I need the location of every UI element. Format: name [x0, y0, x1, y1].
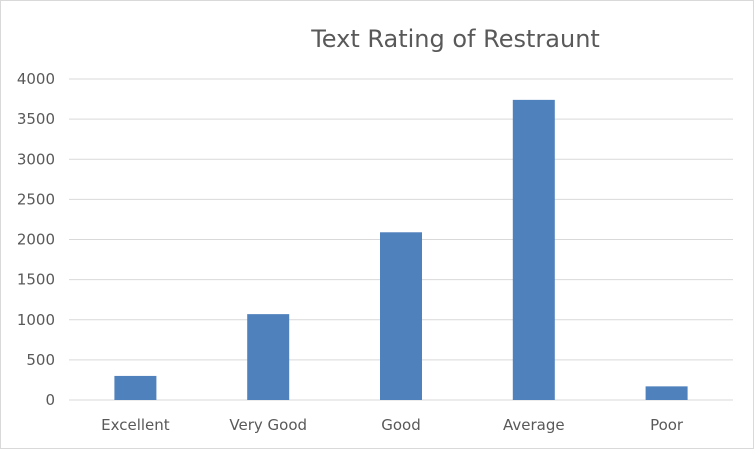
bar-very-good — [247, 314, 290, 400]
y-tick-label: 500 — [26, 351, 55, 369]
y-tick-label: 1000 — [17, 311, 55, 329]
y-tick-label: 2000 — [17, 231, 55, 249]
x-tick-label: Excellent — [101, 416, 170, 434]
bar-good — [380, 232, 422, 400]
x-tick-label: Very Good — [229, 416, 307, 434]
bar-excellent — [114, 375, 157, 400]
bar-average — [512, 99, 555, 401]
y-tick-label: 4000 — [17, 70, 55, 88]
y-tick-label: 1500 — [17, 271, 55, 289]
chart-title: Text Rating of Restraunt — [311, 25, 600, 53]
y-tick-label: 3000 — [17, 150, 55, 168]
y-tick-label: 3500 — [17, 110, 55, 128]
x-tick-label: Average — [503, 416, 565, 434]
y-tick-label: 0 — [45, 391, 55, 409]
x-tick-label: Good — [381, 416, 421, 434]
bar-poor — [645, 386, 688, 400]
x-tick-label: Poor — [650, 416, 684, 434]
y-tick-label: 2500 — [17, 190, 55, 208]
